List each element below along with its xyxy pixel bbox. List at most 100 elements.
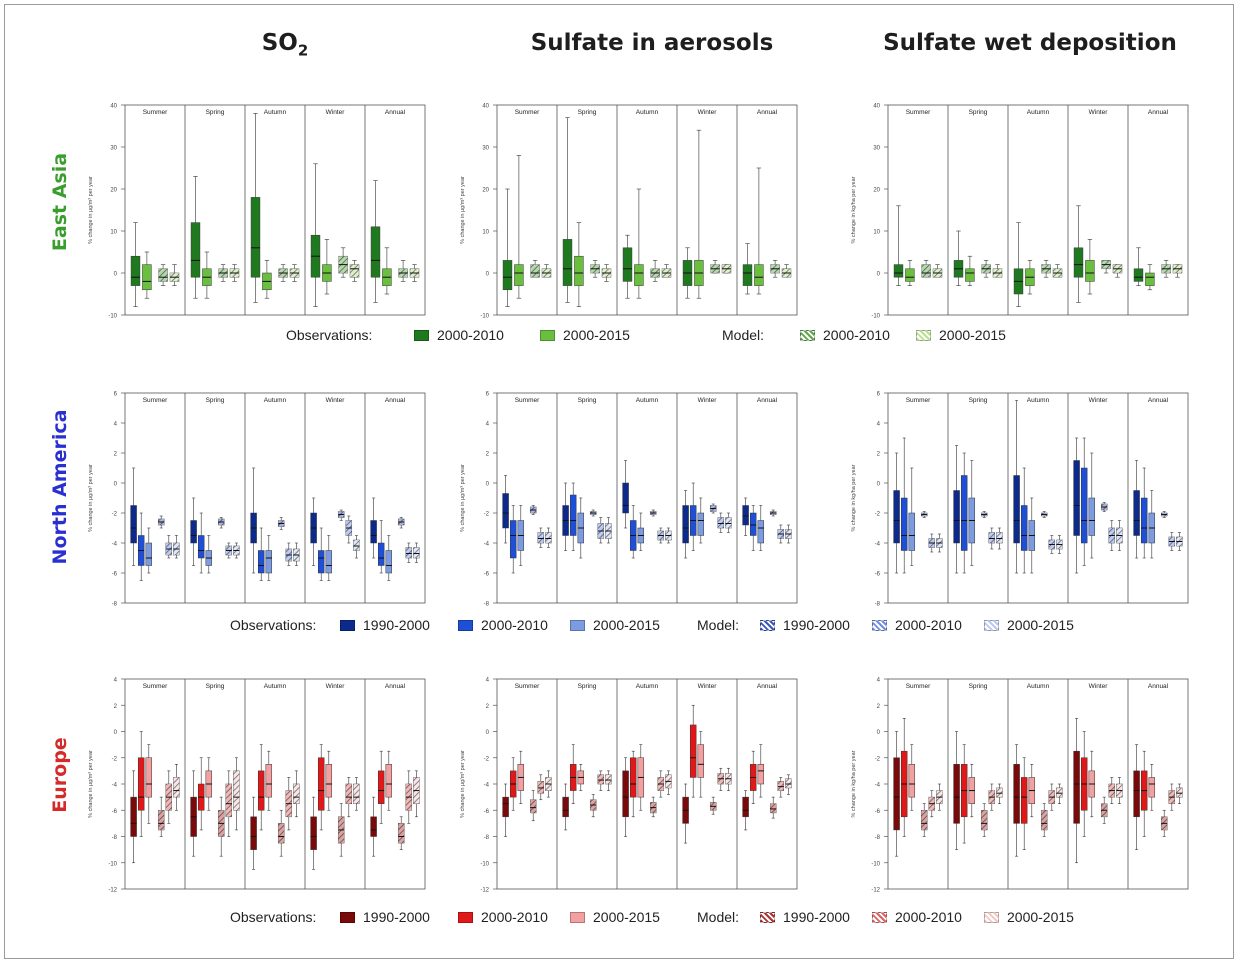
season-label: Summer (906, 109, 931, 116)
y-tick-label: 20 (482, 188, 489, 194)
box-hatch (785, 778, 792, 788)
legend-swatch (984, 911, 999, 923)
box (634, 264, 644, 286)
legend-swatch (760, 619, 775, 631)
box (1020, 505, 1028, 551)
box (622, 770, 629, 818)
box (1133, 268, 1144, 282)
box (1073, 247, 1084, 278)
y-tick-label: 4 (877, 678, 881, 684)
y-axis-label: % change in μg/m³ per year (460, 176, 466, 244)
box (562, 796, 569, 818)
legend-model-1990-2000: 1990-2000 (760, 909, 850, 925)
legend-obs-2000-2015: 2000-2015 (540, 327, 630, 343)
season-label: Winter (1089, 109, 1109, 116)
y-tick-label: -6 (875, 572, 881, 578)
legend-swatch (570, 911, 585, 923)
box (317, 757, 325, 811)
box (960, 475, 968, 551)
y-tick-label: 4 (114, 678, 118, 684)
box (502, 796, 509, 818)
box-hatch (725, 517, 732, 528)
y-tick-label: 6 (877, 392, 881, 398)
y-axis-label: % change in kg/ha per year (851, 464, 857, 531)
y-axis-label: % change in μg/m³ per year (88, 464, 94, 532)
season-label: Autumn (1027, 109, 1050, 116)
box (370, 520, 377, 544)
legend-europe: Observations: 1990-2000 2000-2010 2000-2… (0, 909, 1241, 929)
column-title-so2: SO2 (261, 30, 309, 60)
season-label: Annual (1148, 397, 1169, 404)
box-hatch (996, 532, 1003, 543)
y-tick-label: 40 (110, 104, 117, 110)
box (317, 550, 325, 574)
season-label: Winter (1089, 397, 1109, 404)
box (385, 550, 393, 574)
box-hatch (597, 774, 604, 784)
box-hatch (530, 264, 540, 278)
y-tick-label: 20 (110, 188, 117, 194)
legend-model-2000-2015: 2000-2015 (916, 327, 1006, 343)
legend-obs-2000-2010: 2000-2010 (458, 909, 548, 925)
legend-obs-1990-2000: 1990-2000 (340, 909, 430, 925)
legend-swatch (414, 329, 429, 341)
season-label: Autumn (636, 683, 659, 690)
box (145, 542, 153, 566)
box (742, 264, 753, 286)
season-label: Annual (1148, 109, 1169, 116)
y-tick-label: 40 (873, 104, 880, 110)
box-hatch (981, 810, 988, 830)
legend-swatch (800, 329, 815, 341)
y-tick-label: -2 (484, 512, 490, 518)
plot-frame (496, 392, 798, 604)
box (697, 744, 705, 778)
legend-model-2000-2010: 2000-2010 (872, 909, 962, 925)
box (893, 757, 900, 831)
box-hatch (777, 781, 784, 791)
y-tick-label: -8 (112, 602, 118, 608)
y-tick-label: 4 (486, 422, 490, 428)
season-label: Spring (969, 683, 988, 690)
y-tick-label: -2 (875, 756, 881, 762)
season-label: Winter (1089, 683, 1109, 690)
box (908, 512, 916, 551)
y-tick-label: -10 (108, 861, 117, 867)
y-axis-label: % change in kg/ha per year (851, 176, 857, 243)
box (514, 264, 524, 286)
legend-east-asia: Observations: 2000-2010 2000-2015 Model:… (0, 327, 1241, 347)
legend-swatch (540, 329, 555, 341)
y-tick-label: -10 (480, 861, 489, 867)
y-tick-label: -6 (112, 572, 118, 578)
box (893, 264, 904, 278)
panel-europe-2: -12 -10 -8 -6 -4 -2 0 2 4 % change in kg/ha per y… (851, 678, 1189, 894)
y-tick-label: 2 (877, 704, 881, 710)
box (749, 512, 757, 536)
box (1073, 460, 1080, 536)
box (622, 247, 633, 282)
y-tick-label: 2 (486, 704, 490, 710)
season-label: Autumn (264, 397, 287, 404)
season-label: Winter (326, 683, 346, 690)
box (265, 550, 273, 574)
season-label: Annual (757, 397, 778, 404)
season-label: Summer (906, 683, 931, 690)
box (574, 255, 584, 286)
box (257, 770, 265, 811)
box (754, 264, 764, 286)
panel-europe-1: -12 -10 -8 -6 -4 -2 0 2 4 % change in μg/m³ per y… (460, 678, 798, 894)
legend-swatch (458, 911, 473, 923)
box (697, 512, 705, 536)
box (130, 505, 137, 544)
box (257, 550, 265, 574)
box (757, 520, 765, 544)
season-label: Winter (326, 397, 346, 404)
box-hatch (988, 532, 995, 543)
box (905, 268, 915, 282)
season-label: Summer (515, 683, 540, 690)
box (757, 764, 765, 785)
season-label: Spring (206, 683, 225, 690)
box (502, 260, 513, 291)
y-axis-label: % change in μg/m³ per year (88, 750, 94, 818)
box (377, 542, 385, 566)
